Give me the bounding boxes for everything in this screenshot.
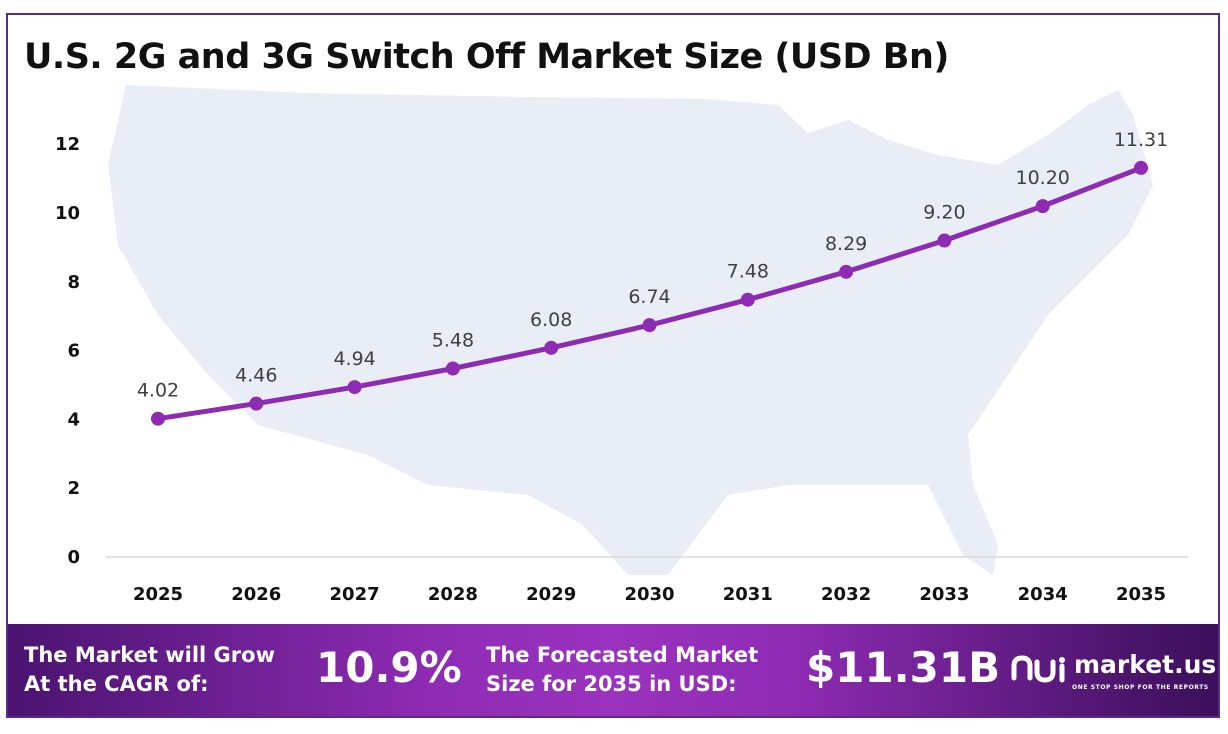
x-tick-label: 2031: [723, 584, 773, 605]
cagr-value: 10.9%: [316, 643, 462, 692]
brand-tagline: ONE STOP SHOP FOR THE REPORTS: [1072, 684, 1209, 691]
footer-banner: The Market will Grow At the CAGR of: 10.…: [8, 624, 1218, 716]
y-tick-label: 12: [55, 134, 80, 155]
data-label: 4.46: [235, 365, 277, 387]
data-point: [740, 292, 755, 307]
data-label: 6.08: [530, 309, 572, 331]
data-point: [642, 318, 657, 333]
x-tick-label: 2032: [821, 584, 871, 605]
y-tick-label: 10: [55, 203, 80, 224]
forecast-label-line1: The Forecasted Market: [486, 643, 759, 667]
x-tick-label: 2029: [526, 584, 576, 605]
chart-title: U.S. 2G and 3G Switch Off Market Size (U…: [24, 37, 949, 77]
line-chart: 0 2 4 6 8 10 12 2025 2026 2027 2028 2029 2030 2031 203…: [55, 85, 1188, 605]
forecast-value: $11.31B: [806, 643, 1001, 692]
cagr-label-line1: The Market will Grow: [24, 643, 275, 667]
data-label: 10.20: [1015, 167, 1069, 189]
x-tick-label: 2034: [1018, 584, 1068, 605]
x-tick-label: 2026: [231, 584, 281, 605]
data-label: 4.02: [137, 380, 179, 402]
cagr-label: The Market will Grow At the CAGR of:: [24, 641, 275, 699]
data-point: [839, 264, 854, 279]
data-label: 8.29: [825, 233, 867, 255]
forecast-label: The Forecasted Market Size for 2035 in U…: [486, 641, 758, 699]
data-point: [937, 233, 952, 248]
x-tick-label: 2027: [330, 584, 380, 605]
data-label: 5.48: [432, 329, 474, 351]
y-tick-label: 8: [67, 272, 80, 293]
x-tick-label: 2033: [919, 584, 969, 605]
chart-frame: 0 2 4 6 8 10 12 2025 2026 2027 2028 2029 2030 2031 203…: [6, 13, 1220, 718]
x-tick-label: 2035: [1116, 584, 1166, 605]
y-tick-label: 4: [67, 409, 80, 430]
data-point: [347, 380, 362, 395]
data-point: [1134, 160, 1148, 175]
cagr-label-line2: At the CAGR of:: [24, 672, 209, 696]
data-label: 9.20: [923, 202, 965, 224]
x-tick-label: 2025: [133, 584, 183, 605]
data-label: 4.94: [333, 348, 375, 370]
data-point: [1035, 199, 1050, 214]
market-us-logo-icon: [1011, 655, 1065, 683]
data-label: 7.48: [727, 261, 769, 283]
brand-name: market.us: [1074, 650, 1217, 679]
data-point: [445, 361, 460, 376]
data-point: [544, 340, 559, 355]
data-point: [249, 396, 264, 411]
data-point: [151, 411, 165, 426]
data-label: 6.74: [628, 286, 670, 308]
x-tick-label: 2028: [428, 584, 478, 605]
y-tick-label: 0: [67, 547, 80, 568]
x-tick-label: 2030: [624, 584, 674, 605]
y-tick-label: 6: [67, 341, 80, 362]
data-label: 11.31: [1114, 129, 1168, 151]
forecast-label-line2: Size for 2035 in USD:: [486, 672, 737, 696]
y-tick-label: 2: [67, 478, 80, 499]
